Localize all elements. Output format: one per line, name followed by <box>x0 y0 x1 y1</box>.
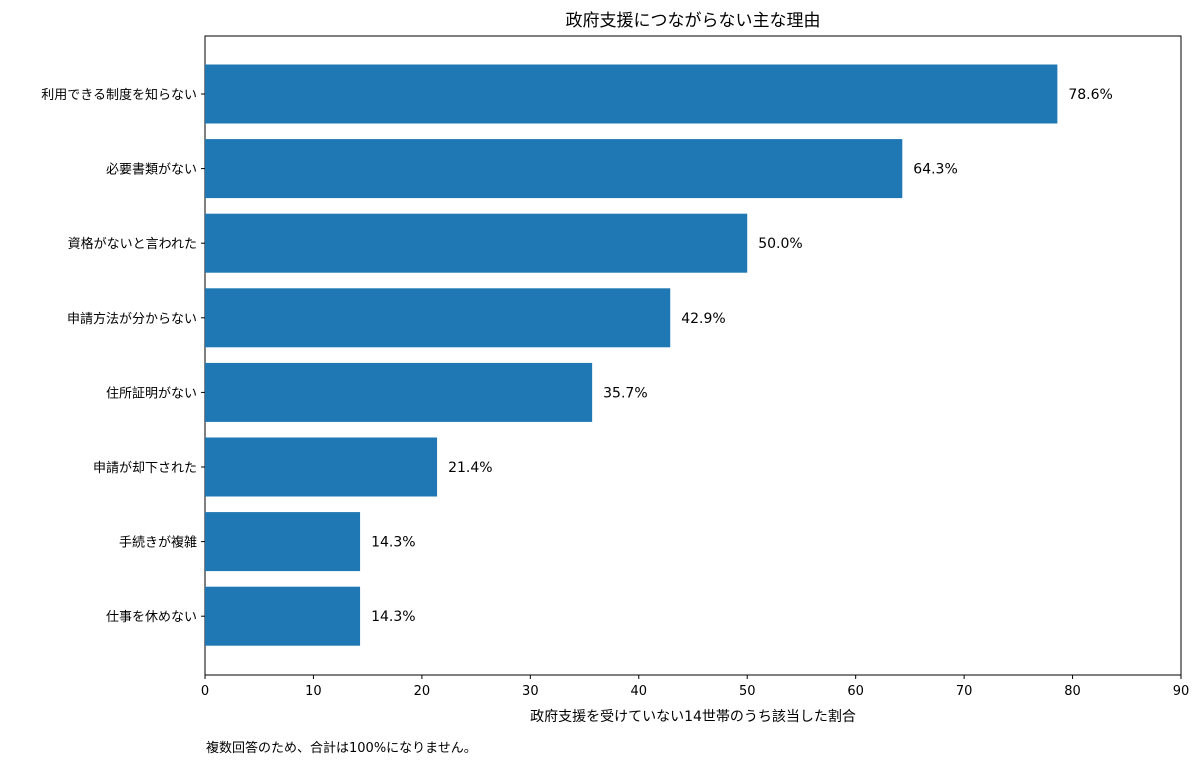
data-label: 78.6% <box>1068 87 1112 103</box>
x-tick-label: 90 <box>1173 684 1190 699</box>
x-tick-label: 0 <box>201 684 209 699</box>
chart-title: 政府支援につながらない主な理由 <box>566 11 821 31</box>
x-axis-label: 政府支援を受けていない14世帯のうち該当した割合 <box>530 708 856 725</box>
y-tick-label: 申請方法が分からない <box>67 311 197 327</box>
bar <box>205 139 903 199</box>
x-tick-label: 50 <box>739 684 756 699</box>
data-label: 14.3% <box>371 609 415 625</box>
data-label: 50.0% <box>758 236 802 252</box>
x-tick-label: 70 <box>956 684 973 699</box>
data-label: 35.7% <box>603 385 647 401</box>
x-tick-label: 40 <box>631 684 648 699</box>
x-tick-label: 60 <box>847 684 864 699</box>
y-tick-label: 申請が却下された <box>93 461 197 476</box>
x-tick-label: 10 <box>305 684 322 699</box>
bar <box>205 64 1058 124</box>
x-tick-label: 20 <box>414 684 431 699</box>
bar <box>205 437 438 497</box>
bar <box>205 586 361 646</box>
data-label: 14.3% <box>371 535 415 551</box>
data-label: 64.3% <box>913 162 957 178</box>
plot-area-frame <box>204 35 1182 676</box>
bar <box>205 213 748 273</box>
data-label: 42.9% <box>681 311 725 327</box>
y-tick-label: 必要書類がない <box>106 163 197 178</box>
bar <box>205 362 593 422</box>
y-tick-label: 資格がないと言われた <box>68 236 197 252</box>
y-tick-label: 仕事を休めない <box>106 610 197 625</box>
y-tick-label: 手続きが複雑 <box>119 535 197 551</box>
data-label: 21.4% <box>448 460 492 476</box>
y-tick-label: 住所証明がない <box>106 386 197 401</box>
x-tick-label: 80 <box>1064 684 1081 699</box>
footnote: 複数回答のため、合計は100%になりません。 <box>206 741 477 756</box>
bar <box>205 512 361 572</box>
x-tick-label: 30 <box>522 684 539 699</box>
y-tick-label: 利用できる制度を知らない <box>41 87 197 103</box>
bar <box>205 288 671 348</box>
